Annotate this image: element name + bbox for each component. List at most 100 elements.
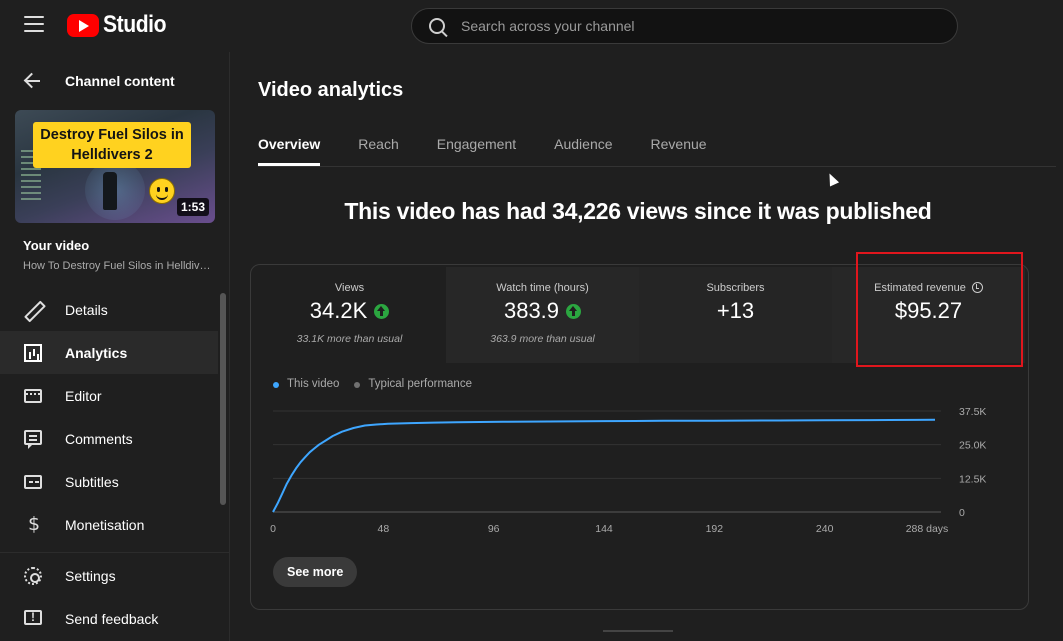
sidebar-item-label: Comments	[65, 430, 133, 447]
sidebar-item-settings[interactable]: Settings	[0, 554, 230, 597]
bottom-handle	[603, 630, 673, 632]
back-to-channel-content[interactable]: Channel content	[0, 66, 230, 96]
metric-value-row: +13	[639, 298, 832, 324]
back-label: Channel content	[65, 73, 175, 89]
views-chart[interactable]: 0 12.5K 25.0K 37.5K 0 48 96 144 192 240 288 days	[269, 400, 1011, 540]
sidebar-item-label: Monetisation	[65, 516, 145, 533]
metric-value: $95.27	[894, 298, 963, 323]
film-icon	[24, 389, 42, 403]
metric-views[interactable]: Views 34.2K 33.1K more than usual	[253, 267, 446, 363]
video-thumbnail[interactable]: Destroy Fuel Silos in Helldivers 2 1:53	[15, 110, 215, 223]
sidebar-item-label: Send feedback	[65, 610, 159, 627]
subtitles-icon	[24, 475, 42, 489]
x-tick-label: 96	[488, 523, 500, 535]
metric-value: 34.2K	[309, 298, 368, 323]
analytics-icon	[24, 344, 42, 362]
back-arrow-icon[interactable]	[24, 72, 42, 90]
studio-logo[interactable]: Studio	[67, 10, 175, 40]
legend-dot-typical	[354, 382, 361, 388]
sidebar-item-label: Settings	[65, 567, 116, 584]
sidebar-item-editor[interactable]: Editor	[0, 374, 230, 417]
thumbnail-title-line2: Helldivers 2	[71, 147, 153, 163]
main-content: Video analytics Overview Reach Engagemen…	[231, 52, 1063, 641]
metrics-row: Views 34.2K 33.1K more than usual Watch …	[253, 252, 1026, 367]
smiley-icon	[149, 178, 175, 204]
video-title: How To Destroy Fuel Silos in Helldivers …	[23, 260, 213, 272]
metric-label: Estimated revenue	[874, 282, 966, 294]
revenue-highlight-box	[856, 252, 1023, 367]
metric-estimated-revenue[interactable]: Estimated revenue $95.27	[832, 267, 1025, 363]
tab-revenue[interactable]: Revenue	[650, 136, 707, 152]
thumbnail-title: Destroy Fuel Silos in Helldivers 2	[33, 122, 191, 168]
metric-watch-time[interactable]: Watch time (hours) 383.9 363.9 more than…	[446, 267, 639, 363]
metric-value-row: 383.9	[446, 298, 639, 324]
feedback-icon	[24, 610, 42, 625]
overview-card: Views 34.2K 33.1K more than usual Watch …	[250, 252, 1029, 610]
metric-label-row: Estimated revenue	[832, 282, 1025, 294]
y-tick-label: 25.0K	[959, 440, 986, 452]
menu-icon[interactable]	[24, 16, 44, 34]
app-title: Studio	[103, 11, 167, 38]
video-duration: 1:53	[176, 198, 209, 216]
series-line-this-video	[272, 418, 936, 513]
metric-subscribers[interactable]: Subscribers +13	[639, 267, 832, 363]
mouse-cursor-icon	[824, 171, 840, 187]
search-icon[interactable]	[429, 18, 445, 34]
metric-value-row: 34.2K	[253, 298, 446, 324]
metric-value-row: $95.27	[832, 298, 1025, 324]
sidebar-item-label: Editor	[65, 387, 102, 404]
legend-typical-performance[interactable]: Typical performance	[354, 378, 472, 390]
tab-overview[interactable]: Overview	[258, 136, 321, 166]
arrow-up-icon	[566, 303, 582, 319]
x-tick-label: 288 days	[906, 523, 949, 535]
tab-audience[interactable]: Audience	[554, 136, 613, 152]
sidebar-item-monetisation[interactable]: Monetisation	[0, 503, 230, 546]
legend-this-video[interactable]: This video	[273, 378, 339, 390]
gear-icon	[24, 567, 42, 585]
metric-comparison: 363.9 more than usual	[490, 333, 595, 345]
x-tick-label: 144	[595, 523, 613, 535]
metric-value: +13	[716, 298, 755, 323]
sidebar-item-label: Analytics	[65, 344, 128, 361]
see-more-button[interactable]: See more	[273, 557, 358, 587]
dollar-icon	[24, 513, 42, 535]
chart-legend: This video Typical performance	[273, 378, 487, 390]
views-headline: This video has had 34,226 views since it…	[344, 198, 932, 224]
thumbnail-soldier-figure	[103, 172, 117, 210]
sidebar-item-label: Details	[65, 301, 108, 318]
tab-reach[interactable]: Reach	[358, 136, 399, 152]
metric-label: Subscribers	[706, 282, 765, 294]
x-tick-label: 192	[706, 523, 724, 535]
metric-label: Watch time (hours)	[496, 282, 589, 294]
your-video-label: Your video	[23, 238, 90, 253]
metric-comparison: 33.1K more than usual	[296, 333, 403, 345]
sidebar-item-details[interactable]: Details	[0, 288, 230, 331]
comments-icon	[24, 430, 42, 449]
x-tick-label: 48	[377, 523, 389, 535]
analytics-tabs: Overview Reach Engagement Audience Reven…	[258, 136, 745, 166]
sidebar-item-subtitles[interactable]: Subtitles	[0, 460, 230, 503]
tabs-divider	[258, 166, 1056, 167]
sidebar-item-send-feedback[interactable]: Send feedback	[0, 597, 230, 640]
sidebar: Channel content Destroy Fuel Silos in He…	[0, 52, 230, 641]
sidebar-bottom: Settings Send feedback	[0, 552, 230, 640]
sidebar-nav: Details Analytics Editor Comments Subtit…	[0, 288, 230, 546]
youtube-play-icon	[67, 13, 99, 37]
metric-label: Views	[334, 282, 365, 294]
arrow-up-icon	[374, 303, 390, 319]
sidebar-scrollbar[interactable]	[220, 293, 226, 505]
x-tick-label: 240	[816, 523, 834, 535]
pencil-icon	[24, 301, 42, 319]
thumbnail-title-line1: Destroy Fuel Silos in	[40, 127, 184, 143]
search-bar[interactable]	[411, 8, 958, 44]
y-tick-label: 37.5K	[959, 406, 986, 418]
legend-label: Typical performance	[368, 378, 472, 390]
legend-label: This video	[287, 378, 340, 390]
page-title: Video analytics	[258, 79, 404, 101]
sidebar-item-label: Subtitles	[65, 473, 119, 490]
tab-engagement[interactable]: Engagement	[436, 136, 517, 152]
sidebar-item-analytics[interactable]: Analytics	[0, 331, 218, 374]
y-tick-label: 0	[959, 507, 965, 519]
search-input[interactable]	[461, 18, 921, 34]
sidebar-item-comments[interactable]: Comments	[0, 417, 230, 460]
